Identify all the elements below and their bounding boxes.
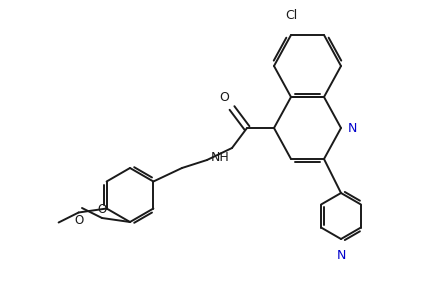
Text: O: O <box>97 203 107 216</box>
Text: O: O <box>74 214 83 227</box>
Text: NH: NH <box>211 151 230 164</box>
Text: N: N <box>336 249 346 262</box>
Text: O: O <box>219 91 229 104</box>
Text: N: N <box>348 122 357 134</box>
Text: Cl: Cl <box>285 9 297 22</box>
